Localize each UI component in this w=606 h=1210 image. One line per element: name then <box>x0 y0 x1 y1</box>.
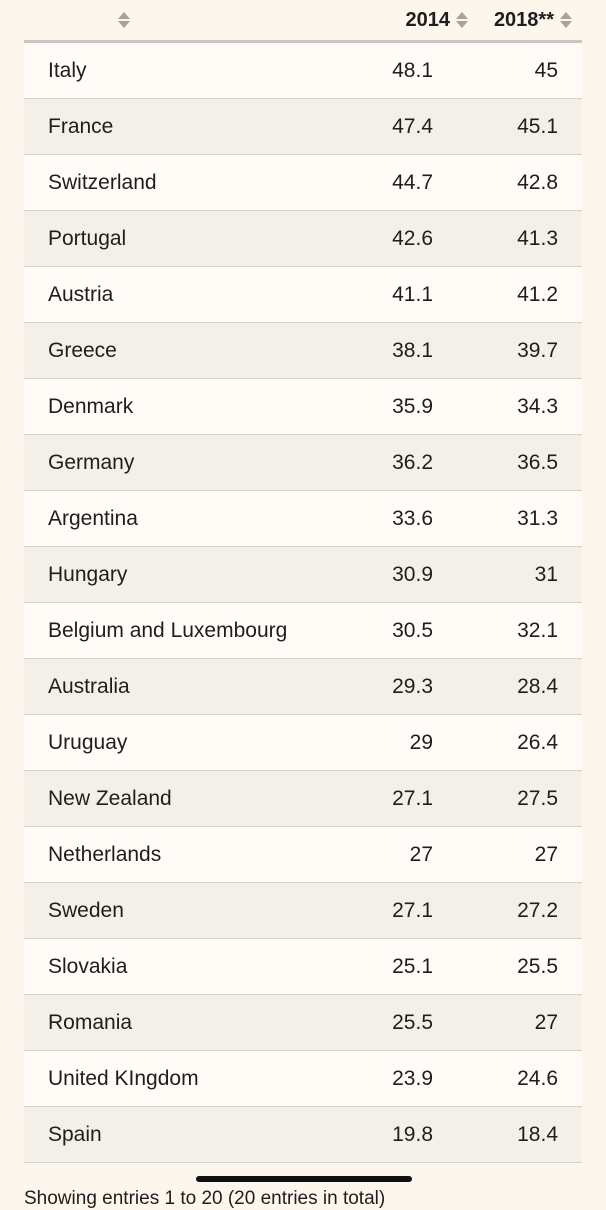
value-2014-cell: 47.4 <box>392 114 433 138</box>
table-row: Denmark 35.9 34.3 <box>24 379 582 435</box>
value-2018-cell: 41.3 <box>517 226 558 250</box>
value-2014-cell: 41.1 <box>392 282 433 306</box>
country-cell: Austria <box>48 282 114 306</box>
country-cell: Netherlands <box>48 842 162 866</box>
value-2018-cell: 42.8 <box>517 170 558 194</box>
table-row: Sweden 27.1 27.2 <box>24 883 582 939</box>
value-2018-cell: 31.3 <box>517 506 558 530</box>
sort-icon[interactable] <box>560 12 572 28</box>
value-2018-cell: 45.1 <box>517 114 558 138</box>
sort-icon[interactable] <box>118 12 130 28</box>
table-body: Italy 48.1 45 France 47.4 45.1 Switzerland 44.7… <box>24 43 582 1163</box>
value-2014-cell: 36.2 <box>392 450 433 474</box>
table-row: Hungary 30.9 31 <box>24 547 582 603</box>
country-cell: Uruguay <box>48 730 128 754</box>
country-cell: Portugal <box>48 226 127 250</box>
table-row: Belgium and Luxembourg 30.5 32.1 <box>24 603 582 659</box>
table-row: Uruguay 29 26.4 <box>24 715 582 771</box>
country-cell: Italy <box>48 58 87 82</box>
value-2018-cell: 31 <box>534 562 558 586</box>
table-row: Argentina 33.6 31.3 <box>24 491 582 547</box>
value-2014-cell: 48.1 <box>392 58 433 82</box>
table-row: Greece 38.1 39.7 <box>24 323 582 379</box>
value-2018-cell: 39.7 <box>517 338 558 362</box>
value-2014-cell: 38.1 <box>392 338 433 362</box>
table-row: United KIngdom 23.9 24.6 <box>24 1051 582 1107</box>
country-cell: Argentina <box>48 506 138 530</box>
table-row: Germany 36.2 36.5 <box>24 435 582 491</box>
table-row: Austria 41.1 41.2 <box>24 267 582 323</box>
value-2014-cell: 23.9 <box>392 1066 433 1090</box>
value-2018-cell: 24.6 <box>517 1066 558 1090</box>
table-row: Netherlands 27 27 <box>24 827 582 883</box>
value-2014-cell: 30.5 <box>392 618 433 642</box>
country-cell: France <box>48 114 114 138</box>
table-header: 2014 2018** <box>24 0 582 43</box>
value-2018-cell: 34.3 <box>517 394 558 418</box>
pagination-info: Showing entries 1 to 20 (20 entries in t… <box>24 1188 386 1209</box>
table-row: Romania 25.5 27 <box>24 995 582 1051</box>
country-cell: Germany <box>48 450 135 474</box>
value-2018-cell: 36.5 <box>517 450 558 474</box>
value-2014-cell: 35.9 <box>392 394 433 418</box>
column-header-2014-label: 2014 <box>405 8 451 31</box>
country-cell: Belgium and Luxembourg <box>48 618 288 642</box>
value-2018-cell: 27.5 <box>517 786 558 810</box>
value-2014-cell: 30.9 <box>392 562 433 586</box>
value-2018-cell: 27 <box>534 842 558 866</box>
column-header-2018-label: 2018** <box>493 8 554 31</box>
country-cell: Sweden <box>48 898 124 922</box>
column-header-country[interactable] <box>24 0 354 40</box>
country-cell: Greece <box>48 338 117 362</box>
value-2014-cell: 27.1 <box>392 786 433 810</box>
table-row: Portugal 42.6 41.3 <box>24 211 582 267</box>
country-cell: Romania <box>48 1010 133 1034</box>
home-indicator[interactable] <box>196 1176 412 1182</box>
data-table: 2014 2018** Italy 48.1 45 France 47.4 45.1 Swi… <box>24 0 582 1163</box>
column-header-2014[interactable]: 2014 <box>354 0 476 40</box>
table-row: Switzerland 44.7 42.8 <box>24 155 582 211</box>
table-row: Slovakia 25.1 25.5 <box>24 939 582 995</box>
country-cell: New Zealand <box>48 786 172 810</box>
table-row: France 47.4 45.1 <box>24 99 582 155</box>
value-2014-cell: 25.1 <box>392 954 433 978</box>
country-cell: Slovakia <box>48 954 128 978</box>
value-2014-cell: 19.8 <box>392 1122 433 1146</box>
value-2014-cell: 27 <box>409 842 433 866</box>
country-cell: Hungary <box>48 562 128 586</box>
value-2014-cell: 27.1 <box>392 898 433 922</box>
value-2018-cell: 32.1 <box>517 618 558 642</box>
value-2014-cell: 25.5 <box>392 1010 433 1034</box>
table-row: Australia 29.3 28.4 <box>24 659 582 715</box>
value-2018-cell: 45 <box>534 58 558 82</box>
country-cell: Denmark <box>48 394 134 418</box>
value-2014-cell: 42.6 <box>392 226 433 250</box>
value-2018-cell: 25.5 <box>517 954 558 978</box>
country-cell: Spain <box>48 1122 102 1146</box>
table-row: New Zealand 27.1 27.5 <box>24 771 582 827</box>
value-2018-cell: 27.2 <box>517 898 558 922</box>
value-2014-cell: 29 <box>409 730 433 754</box>
sort-icon[interactable] <box>456 12 468 28</box>
value-2014-cell: 33.6 <box>392 506 433 530</box>
country-cell: Switzerland <box>48 170 157 194</box>
value-2018-cell: 18.4 <box>517 1122 558 1146</box>
table-row: Italy 48.1 45 <box>24 43 582 99</box>
value-2018-cell: 41.2 <box>517 282 558 306</box>
table-row: Spain 19.8 18.4 <box>24 1107 582 1163</box>
country-cell: United KIngdom <box>48 1066 199 1090</box>
value-2014-cell: 44.7 <box>392 170 433 194</box>
column-header-2018[interactable]: 2018** <box>476 0 582 40</box>
value-2018-cell: 26.4 <box>517 730 558 754</box>
value-2018-cell: 28.4 <box>517 674 558 698</box>
value-2018-cell: 27 <box>534 1010 558 1034</box>
country-cell: Australia <box>48 674 130 698</box>
value-2014-cell: 29.3 <box>392 674 433 698</box>
